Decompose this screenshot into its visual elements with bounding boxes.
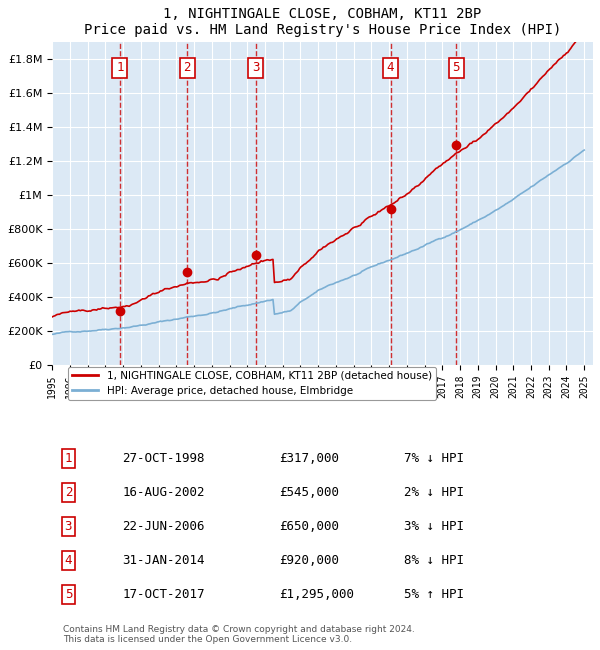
Text: 5: 5 bbox=[452, 62, 460, 75]
Text: £317,000: £317,000 bbox=[280, 452, 340, 465]
Text: 2: 2 bbox=[184, 62, 191, 75]
Text: 1: 1 bbox=[116, 62, 124, 75]
Text: 31-JAN-2014: 31-JAN-2014 bbox=[122, 554, 205, 567]
Text: 7% ↓ HPI: 7% ↓ HPI bbox=[404, 452, 464, 465]
Text: 5: 5 bbox=[65, 588, 72, 601]
Text: 17-OCT-2017: 17-OCT-2017 bbox=[122, 588, 205, 601]
Text: 4: 4 bbox=[65, 554, 72, 567]
Text: 3% ↓ HPI: 3% ↓ HPI bbox=[404, 520, 464, 533]
Title: 1, NIGHTINGALE CLOSE, COBHAM, KT11 2BP
Price paid vs. HM Land Registry's House P: 1, NIGHTINGALE CLOSE, COBHAM, KT11 2BP P… bbox=[84, 7, 561, 37]
Text: 8% ↓ HPI: 8% ↓ HPI bbox=[404, 554, 464, 567]
Text: 2: 2 bbox=[65, 486, 72, 499]
Text: 1: 1 bbox=[65, 452, 72, 465]
Text: 3: 3 bbox=[252, 62, 259, 75]
Text: 16-AUG-2002: 16-AUG-2002 bbox=[122, 486, 205, 499]
Text: 22-JUN-2006: 22-JUN-2006 bbox=[122, 520, 205, 533]
Legend: 1, NIGHTINGALE CLOSE, COBHAM, KT11 2BP (detached house), HPI: Average price, det: 1, NIGHTINGALE CLOSE, COBHAM, KT11 2BP (… bbox=[68, 367, 436, 400]
Text: 4: 4 bbox=[387, 62, 394, 75]
Text: 5% ↑ HPI: 5% ↑ HPI bbox=[404, 588, 464, 601]
Text: 27-OCT-1998: 27-OCT-1998 bbox=[122, 452, 205, 465]
Text: £920,000: £920,000 bbox=[280, 554, 340, 567]
Text: £1,295,000: £1,295,000 bbox=[280, 588, 355, 601]
Text: £650,000: £650,000 bbox=[280, 520, 340, 533]
Text: Contains HM Land Registry data © Crown copyright and database right 2024.
This d: Contains HM Land Registry data © Crown c… bbox=[63, 625, 415, 644]
Text: 2% ↓ HPI: 2% ↓ HPI bbox=[404, 486, 464, 499]
Text: £545,000: £545,000 bbox=[280, 486, 340, 499]
Text: 3: 3 bbox=[65, 520, 72, 533]
